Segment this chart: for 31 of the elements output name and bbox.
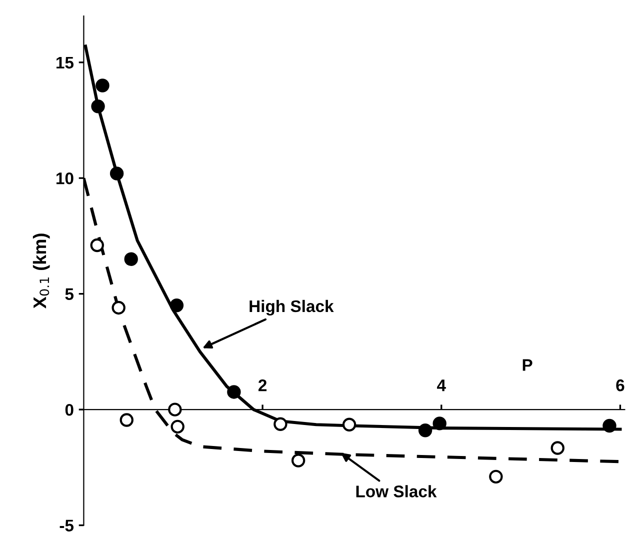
y-tick-label: 5 [65, 288, 74, 300]
point [274, 417, 288, 431]
point [291, 454, 306, 468]
point [170, 298, 184, 312]
point [602, 418, 616, 433]
x-axis-title: P [522, 359, 532, 371]
x-tick-label: 2 [258, 379, 267, 392]
point [418, 424, 432, 438]
point [342, 418, 356, 432]
point [550, 441, 564, 455]
y-tick-label: -5 [60, 520, 74, 532]
point [124, 252, 138, 266]
y-tick-label: 15 [56, 56, 74, 69]
x-tick-label: 4 [437, 380, 446, 392]
point [170, 420, 184, 434]
point [120, 413, 134, 427]
y-tick-label: 0 [65, 404, 74, 416]
point [489, 470, 503, 484]
point [168, 402, 182, 416]
point [91, 99, 105, 114]
annotation: High Slack [250, 300, 334, 316]
point [90, 238, 104, 252]
y-tick-label: 10 [56, 172, 74, 184]
annotation: Low Slack [356, 485, 437, 498]
point [112, 300, 126, 315]
point [227, 385, 241, 399]
x-tick-label: 6 [616, 379, 624, 392]
point [110, 166, 124, 180]
y-axis-title: X$_{0.1}$ (km) [32, 234, 50, 309]
point [432, 416, 446, 430]
point [96, 78, 110, 92]
